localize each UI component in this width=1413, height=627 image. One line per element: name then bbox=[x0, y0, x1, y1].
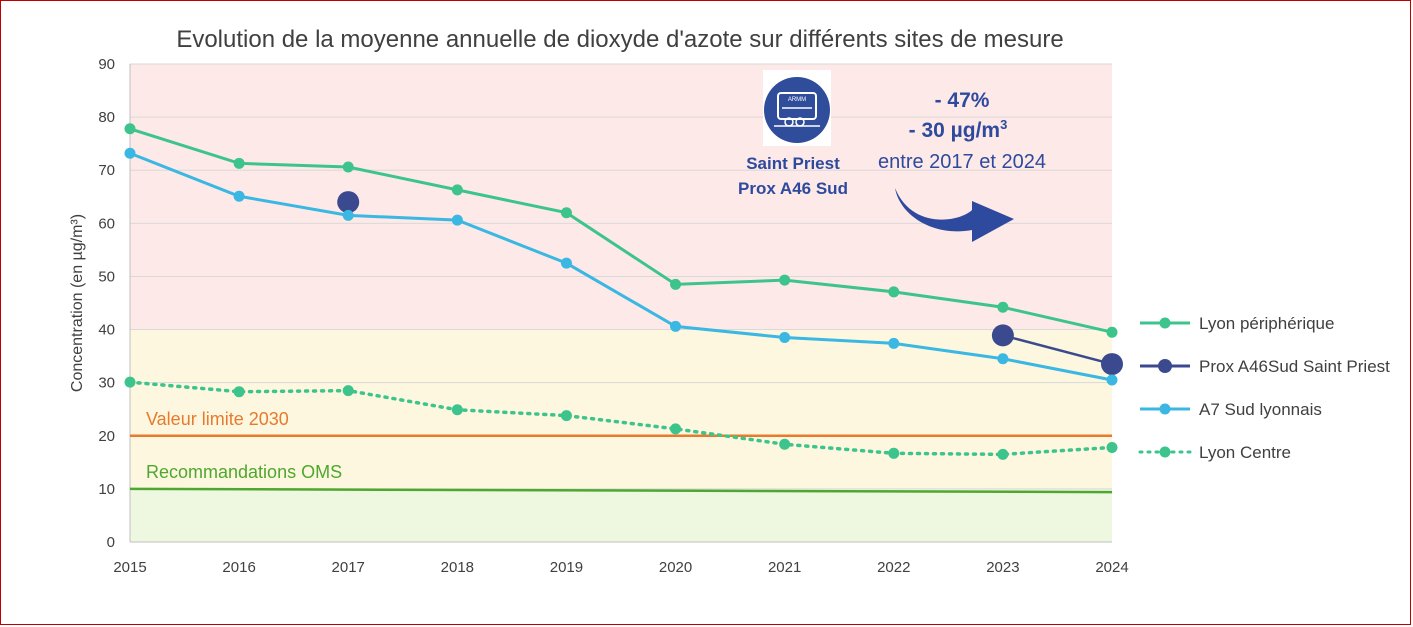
amount-reduction: - 30 µg/m bbox=[909, 119, 1000, 142]
series-line bbox=[129, 127, 1113, 334]
legend: Lyon périphérique Prox A46Sud Saint Pries… bbox=[1138, 314, 1390, 462]
legend-swatch-marker bbox=[1159, 446, 1171, 458]
series-point bbox=[1106, 441, 1118, 453]
series-line bbox=[128, 380, 1114, 457]
badge-text: ARMM bbox=[788, 97, 806, 103]
series-point bbox=[1101, 353, 1123, 376]
series-point bbox=[337, 191, 360, 214]
series-point bbox=[451, 184, 463, 196]
site-label-line2: Prox A46 Sud bbox=[738, 179, 848, 198]
series-point bbox=[342, 385, 354, 397]
series-point bbox=[888, 337, 900, 349]
series-point bbox=[124, 123, 136, 135]
series-point bbox=[1106, 326, 1118, 338]
y-tick-label: 60 bbox=[98, 215, 115, 232]
series-point bbox=[342, 209, 354, 221]
amount-exponent: 3 bbox=[1000, 117, 1007, 132]
x-tick-label: 2017 bbox=[332, 559, 365, 576]
gridlines bbox=[130, 63, 1112, 490]
axes: 0 10 20 30 40 50 60 70 80 90 2015 2016 2017 2018 2019 2… bbox=[98, 56, 1128, 576]
series-point bbox=[997, 448, 1009, 460]
y-tick-label: 30 bbox=[98, 375, 115, 392]
y-tick-label: 0 bbox=[107, 534, 115, 551]
series-point bbox=[451, 214, 463, 226]
amount-reduction-group: - 30 µg/m3 bbox=[909, 117, 1008, 142]
x-tick-label: 2024 bbox=[1095, 559, 1128, 576]
series-line bbox=[129, 151, 1113, 382]
series-point bbox=[560, 257, 572, 269]
series-point bbox=[779, 438, 791, 450]
y-tick-label: 80 bbox=[98, 109, 115, 126]
legend-swatch-marker bbox=[1158, 359, 1172, 373]
series-point bbox=[451, 404, 463, 416]
x-tick-label: 2016 bbox=[222, 559, 255, 576]
chart-title: Evolution de la moyenne annuelle de diox… bbox=[176, 26, 1063, 53]
monitoring-station-badge: ARMM bbox=[763, 70, 831, 146]
x-tick-label: 2020 bbox=[659, 559, 692, 576]
series-point bbox=[342, 161, 354, 173]
series-point bbox=[670, 278, 682, 290]
x-tick-label: 2023 bbox=[986, 559, 1019, 576]
series-segment bbox=[1002, 334, 1113, 366]
series-point bbox=[779, 274, 791, 286]
legend-label: A7 Sud lyonnais bbox=[1199, 400, 1322, 419]
series-point bbox=[997, 301, 1009, 313]
series-point bbox=[670, 423, 682, 435]
reference-lines: Valeur limite 2030 Recommandations OMS bbox=[129, 409, 1113, 494]
series-point bbox=[888, 286, 900, 298]
x-tick-label: 2015 bbox=[113, 559, 146, 576]
series-point bbox=[670, 320, 682, 332]
legend-label: Lyon périphérique bbox=[1199, 314, 1334, 333]
series-point bbox=[779, 332, 791, 344]
legend-label: Lyon Centre bbox=[1199, 443, 1291, 462]
reference-line-1 bbox=[129, 487, 1113, 494]
y-tick-label: 50 bbox=[98, 268, 115, 285]
period-label: entre 2017 et 2024 bbox=[878, 151, 1046, 173]
x-tick-label: 2021 bbox=[768, 559, 801, 576]
downtrend-arrow-icon bbox=[895, 188, 1014, 242]
y-tick-label: 70 bbox=[98, 162, 115, 179]
x-tick-label: 2022 bbox=[877, 559, 910, 576]
legend-swatch-marker bbox=[1159, 403, 1171, 415]
background-bands bbox=[130, 64, 1112, 542]
series-point bbox=[560, 410, 572, 422]
y-tick-label: 20 bbox=[98, 428, 115, 445]
y-tick-label: 90 bbox=[98, 56, 115, 73]
series-point bbox=[124, 376, 136, 388]
site-label-line1: Saint Priest bbox=[746, 154, 840, 173]
badge-circle bbox=[764, 77, 830, 143]
y-axis-label: Concentration (en µg/m³) bbox=[69, 214, 86, 392]
percent-reduction: - 47% bbox=[935, 89, 990, 112]
series-point bbox=[233, 157, 245, 169]
legend-swatch-marker bbox=[1159, 317, 1171, 329]
reference-line-label: Recommandations OMS bbox=[146, 462, 342, 482]
series-layer bbox=[124, 123, 1123, 460]
band-1 bbox=[130, 329, 1112, 489]
series-point bbox=[233, 386, 245, 398]
y-tick-label: 10 bbox=[98, 481, 115, 498]
reference-line-label: Valeur limite 2030 bbox=[146, 409, 289, 429]
legend-label: Prox A46Sud Saint Priest bbox=[1199, 357, 1390, 376]
band-0 bbox=[130, 64, 1112, 330]
series-point bbox=[888, 447, 900, 459]
x-tick-label: 2019 bbox=[550, 559, 583, 576]
series-point bbox=[991, 324, 1014, 347]
series-point bbox=[560, 207, 572, 219]
series-point bbox=[124, 147, 136, 159]
band-2 bbox=[130, 488, 1112, 542]
series-point bbox=[997, 353, 1009, 365]
x-tick-label: 2018 bbox=[441, 559, 474, 576]
series-point bbox=[233, 190, 245, 202]
y-tick-label: 40 bbox=[98, 322, 115, 339]
series-point bbox=[1106, 374, 1118, 386]
